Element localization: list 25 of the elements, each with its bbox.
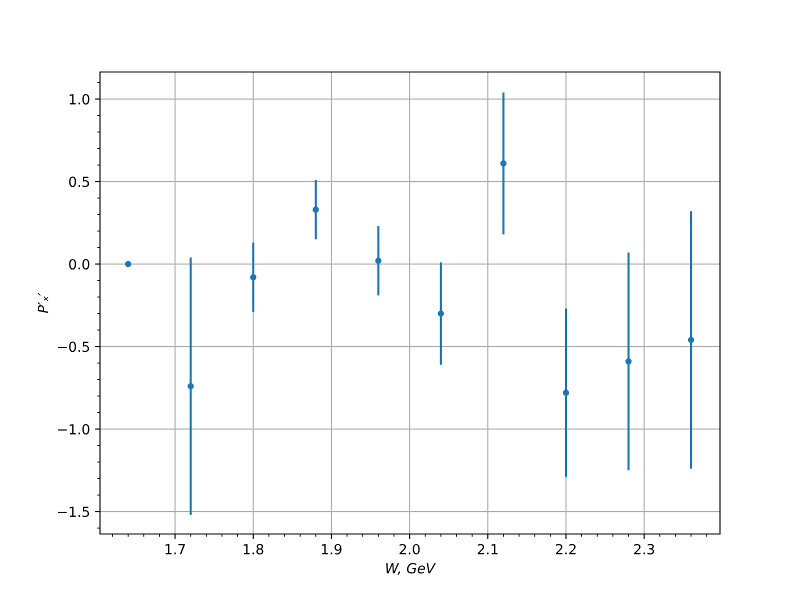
y-tick-label: 0.5 [69, 176, 90, 188]
point [125, 260, 132, 268]
point [562, 390, 570, 396]
y-tick-label: 1.0 [70, 94, 90, 105]
x-tick-label: 2.0 [400, 544, 420, 554]
point [438, 310, 444, 317]
point [625, 358, 632, 365]
point [500, 160, 507, 167]
x-tick-label: 1.7 [166, 544, 185, 554]
x-axis-title: W, GeV [386, 562, 436, 575]
point [250, 274, 256, 280]
y-tick-label: 0.0 [69, 259, 90, 270]
point [312, 206, 319, 213]
x-tick-label: 2.2 [556, 544, 576, 554]
point [188, 383, 194, 390]
point [688, 336, 694, 344]
x-tick-label: 1.8 [244, 544, 264, 554]
x-tick-label: 2.1 [478, 544, 498, 554]
y-tick-label: −0.5 [58, 342, 90, 352]
y-axis-title: P′ₓ′ [38, 292, 48, 314]
point [375, 258, 382, 264]
x-tick-label: 1.9 [322, 544, 342, 554]
y-tick-label: −1.5 [58, 506, 90, 518]
x-tick-label: 2.3 [634, 544, 654, 554]
y-tick-label: −1.0 [58, 424, 90, 435]
